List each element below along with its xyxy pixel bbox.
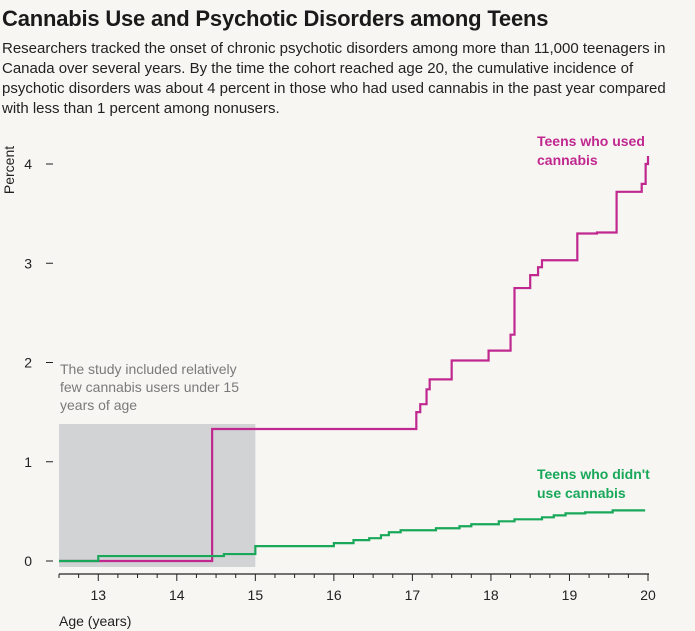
x-tick-label: 20: [640, 587, 656, 603]
y-tick-label: 2: [24, 355, 32, 371]
x-tick-label: 19: [562, 587, 578, 603]
y-tick-label: 3: [24, 255, 32, 271]
shaded-region-annotation: The study included relatively few cannabi…: [60, 361, 239, 413]
chart-subtitle: Researchers tracked the onset of chronic…: [2, 40, 666, 117]
series-nonusers-line: [59, 509, 646, 563]
y-axis-title: Percent: [1, 146, 17, 194]
x-tick-label: 16: [326, 587, 342, 603]
x-tick-label: 18: [483, 587, 499, 603]
y-tick-label: 0: [24, 553, 32, 569]
x-axis-title: Age (years): [59, 613, 131, 629]
shaded-region: [59, 424, 256, 567]
y-tick-label: 4: [24, 156, 32, 172]
x-tick-label: 15: [248, 587, 264, 603]
x-tick-label: 13: [90, 587, 106, 603]
chart-title: Cannabis Use and Psychotic Disorders amo…: [2, 6, 549, 31]
series-users-label: Teens who used cannabis: [537, 133, 645, 168]
x-tick-label: 14: [169, 587, 185, 603]
series-users-line: [59, 156, 650, 563]
x-tick-label: 17: [405, 587, 421, 603]
y-tick-label: 1: [24, 454, 32, 470]
series-nonusers-label: Teens who didn't use cannabis: [537, 466, 650, 501]
